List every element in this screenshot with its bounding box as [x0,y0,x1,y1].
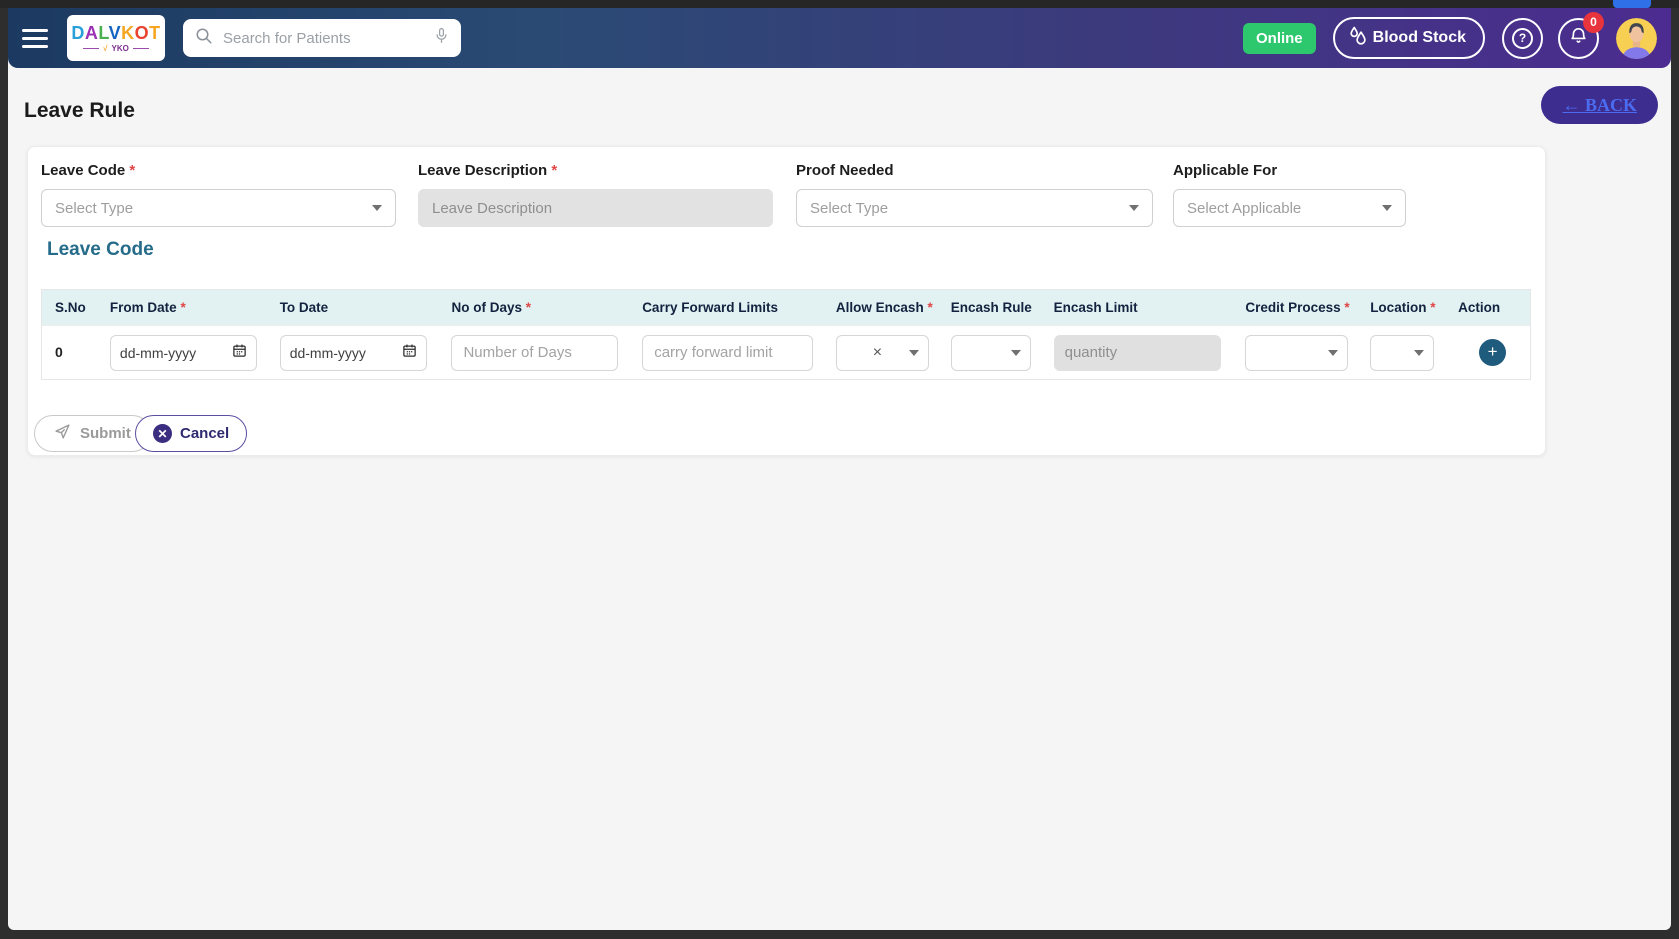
header-location: Location * [1370,300,1436,315]
applicable-for-placeholder: Select Applicable [1187,199,1302,217]
blood-stock-button[interactable]: Blood Stock [1332,17,1485,59]
notifications-button[interactable]: 0 [1558,11,1604,59]
table-header-row: S.No From Date * To Date No of Days * Ca… [42,290,1530,325]
credit-process-select[interactable] [1245,334,1349,371]
header-sno: S.No [55,300,86,315]
cancel-label: Cancel [180,425,230,442]
leave-rule-form-card: Leave Code * Select Type Leave Descripti… [27,146,1546,456]
patient-search-bar[interactable] [183,19,461,57]
chevron-down-icon [1328,349,1339,356]
header-encash-limit: Encash Limit [1053,300,1138,315]
navbar-right-cluster: Online Blood Stock ? 0 [1242,11,1657,59]
header-action: Action [1458,300,1501,315]
header-allow-encash: Allow Encash * [835,300,933,315]
app-logo[interactable]: DALVKOT √ YKO [67,15,165,61]
user-avatar[interactable] [1616,17,1657,59]
back-button[interactable]: ← BACK [1541,86,1658,124]
chevron-down-icon [908,349,919,356]
proof-needed-placeholder: Select Type [810,199,889,217]
send-icon [54,423,71,444]
cancel-button[interactable]: ✕ Cancel [135,415,248,452]
leave-description-label: Leave Description * [418,162,558,179]
chevron-down-icon [1414,349,1425,356]
help-button[interactable]: ? [1502,17,1543,59]
background-window-fragment [1613,0,1651,8]
question-mark-icon: ? [1512,27,1533,49]
from-date-input[interactable]: dd-mm-yyyy [109,334,257,371]
search-input[interactable] [223,29,424,47]
table-row: 0 dd-mm-yyyy dd-mm-yyyy [42,325,1530,379]
search-icon [195,27,213,50]
bell-icon [1568,25,1589,51]
leave-description-input: Leave Description [418,189,773,227]
microphone-icon[interactable] [434,26,449,50]
notification-count-badge: 0 [1583,11,1604,33]
header-carry-forward: Carry Forward Limits [642,300,778,315]
header-encash-rule: Encash Rule [950,300,1032,315]
add-row-button[interactable]: + [1479,339,1507,366]
to-date-format-hint: dd-mm-yyyy [289,344,366,361]
allow-encash-value: × [872,343,883,361]
allow-encash-select[interactable]: × [835,334,929,371]
row-serial-number: 0 [55,343,63,360]
applicable-for-select[interactable]: Select Applicable [1173,189,1406,227]
leave-code-select[interactable]: Select Type [41,189,396,227]
page-title: Leave Rule [24,99,135,122]
header-no-of-days: No of Days * [451,300,531,315]
header-to-date: To Date [279,300,329,315]
blood-drop-icon [1346,24,1370,53]
submit-button[interactable]: Submit [34,415,151,452]
chevron-down-icon [1382,205,1392,211]
window-top-strip [0,0,1679,8]
close-icon: ✕ [153,424,172,443]
proof-needed-label: Proof Needed [796,162,894,179]
logo-subtext: √ YKO [83,44,149,53]
from-date-format-hint: dd-mm-yyyy [119,344,197,361]
encash-limit-input [1053,334,1221,371]
leave-code-table: S.No From Date * To Date No of Days * Ca… [41,289,1531,380]
location-select[interactable] [1370,334,1435,371]
back-label: ← BACK [1562,94,1637,115]
proof-needed-select[interactable]: Select Type [796,189,1153,227]
calendar-icon[interactable] [232,343,247,363]
to-date-input[interactable]: dd-mm-yyyy [279,334,427,371]
top-navbar: DALVKOT √YKO Online Blood Stock [8,8,1671,68]
leave-code-label: Leave Code * [41,162,136,179]
chevron-down-icon [372,205,382,211]
blood-stock-label: Blood Stock [1372,29,1466,46]
header-credit-process: Credit Process * [1245,300,1350,315]
calendar-icon[interactable] [402,343,417,363]
chevron-down-icon [1010,349,1021,356]
online-status-badge: Online [1242,22,1316,54]
app-page: DALVKOT √YKO Online Blood Stock [8,8,1671,930]
leave-description-placeholder: Leave Description [432,199,553,217]
leave-code-placeholder: Select Type [55,199,134,217]
leave-code-section-title: Leave Code [47,239,154,260]
no-of-days-input[interactable] [451,334,619,371]
carry-forward-input[interactable] [642,334,814,371]
applicable-for-label: Applicable For [1173,162,1278,179]
encash-rule-select[interactable] [950,334,1031,371]
header-from-date: From Date * [109,300,186,315]
menu-icon[interactable] [22,28,48,48]
logo-text: DALVKOT [71,22,161,43]
logo-sub-label: YKO [111,43,129,53]
chevron-down-icon [1129,205,1139,211]
submit-label: Submit [80,425,131,442]
logo-check-mark: √ [103,43,108,53]
